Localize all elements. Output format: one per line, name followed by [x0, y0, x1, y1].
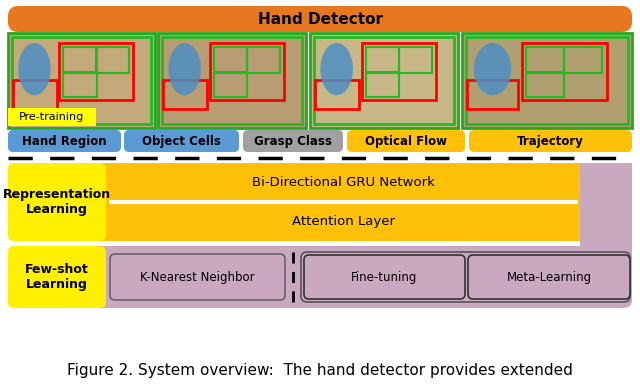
Bar — [163, 80, 207, 109]
FancyBboxPatch shape — [304, 255, 465, 299]
Bar — [63, 72, 97, 97]
Bar — [247, 47, 280, 73]
Bar — [310, 33, 458, 128]
Text: Hand Detector: Hand Detector — [257, 12, 383, 26]
Text: Fine-tuning: Fine-tuning — [351, 270, 418, 284]
Text: Representation
Learning: Representation Learning — [3, 188, 111, 216]
Bar — [466, 37, 628, 124]
Ellipse shape — [474, 43, 511, 95]
Bar — [564, 47, 602, 73]
Text: Figure 2. System overview:  The hand detector provides extended: Figure 2. System overview: The hand dete… — [67, 363, 573, 377]
FancyBboxPatch shape — [8, 130, 121, 152]
Bar — [522, 43, 607, 100]
Bar — [158, 33, 306, 128]
Bar — [366, 72, 399, 97]
Bar — [580, 163, 632, 183]
FancyBboxPatch shape — [8, 6, 632, 32]
FancyBboxPatch shape — [8, 246, 106, 308]
Bar — [8, 33, 632, 128]
Bar — [210, 43, 284, 100]
Bar — [63, 47, 97, 73]
Bar — [399, 47, 432, 73]
FancyBboxPatch shape — [8, 163, 106, 241]
Ellipse shape — [19, 43, 51, 95]
Text: Trajectory: Trajectory — [517, 135, 584, 147]
FancyBboxPatch shape — [468, 255, 630, 299]
Bar — [467, 80, 518, 109]
Ellipse shape — [321, 43, 353, 95]
Text: Object Cells: Object Cells — [142, 135, 221, 147]
Text: K-Nearest Neighbor: K-Nearest Neighbor — [140, 270, 255, 284]
Text: Meta-Learning: Meta-Learning — [506, 270, 591, 284]
Bar — [214, 72, 247, 97]
Bar — [462, 33, 632, 128]
Bar — [109, 200, 578, 204]
Bar — [12, 37, 151, 124]
Bar — [366, 47, 399, 73]
FancyBboxPatch shape — [8, 163, 632, 241]
FancyBboxPatch shape — [124, 130, 239, 152]
Text: Bi-Directional GRU Network: Bi-Directional GRU Network — [252, 176, 435, 189]
Bar — [13, 80, 57, 109]
Text: Attention Layer: Attention Layer — [292, 215, 395, 228]
Bar — [525, 72, 564, 97]
Bar — [162, 37, 302, 124]
FancyBboxPatch shape — [580, 163, 632, 296]
Bar — [314, 37, 454, 124]
FancyBboxPatch shape — [8, 246, 632, 308]
Bar — [362, 43, 436, 100]
Bar — [315, 80, 360, 109]
FancyBboxPatch shape — [347, 130, 465, 152]
Bar — [109, 165, 578, 200]
FancyBboxPatch shape — [301, 252, 630, 302]
Bar — [525, 47, 564, 73]
Bar — [8, 108, 96, 126]
Text: Hand Region: Hand Region — [22, 135, 107, 147]
Bar — [8, 33, 155, 128]
Text: Few-shot
Learning: Few-shot Learning — [25, 263, 89, 291]
Bar — [96, 47, 129, 73]
Bar — [588, 163, 632, 296]
Text: Pre-training: Pre-training — [19, 112, 84, 122]
Bar — [214, 47, 247, 73]
Ellipse shape — [168, 43, 201, 95]
Text: Optical Flow: Optical Flow — [365, 135, 447, 147]
FancyBboxPatch shape — [243, 130, 343, 152]
Bar — [109, 204, 578, 239]
Text: Grasp Class: Grasp Class — [254, 135, 332, 147]
FancyBboxPatch shape — [469, 130, 632, 152]
FancyBboxPatch shape — [110, 254, 285, 300]
Bar — [60, 43, 133, 100]
